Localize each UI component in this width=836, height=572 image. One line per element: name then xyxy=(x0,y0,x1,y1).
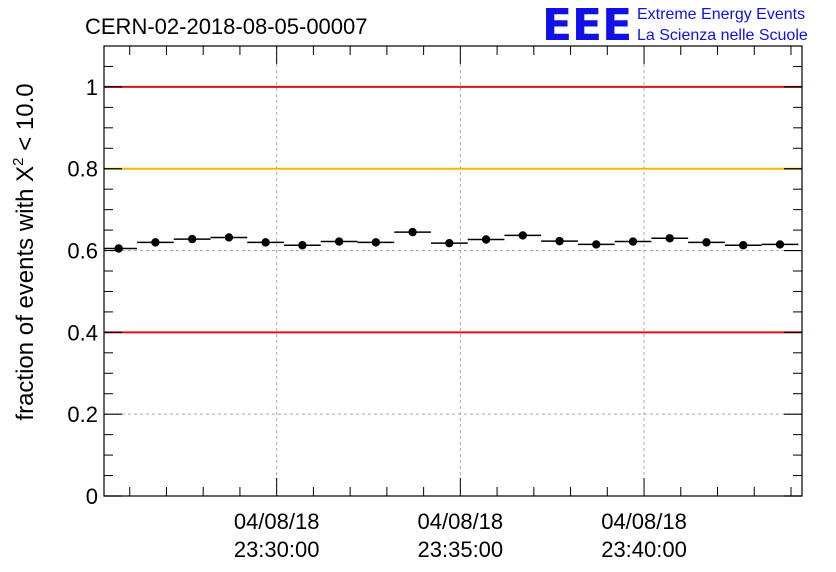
y-axis-label-sup: 2 xyxy=(10,157,27,165)
data-point xyxy=(665,234,674,243)
chart-title: CERN-02-2018-08-05-00007 xyxy=(85,14,368,39)
data-point xyxy=(555,236,564,246)
x-tick-label-date: 04/08/18 xyxy=(601,509,687,534)
y-tick-label: 0.8 xyxy=(67,157,98,182)
data-point xyxy=(298,241,307,250)
data-point xyxy=(702,238,711,247)
data-point xyxy=(334,237,344,246)
logo-mark: EEE xyxy=(542,0,632,51)
y-axis-label: fraction of events with X2 < 10.0 xyxy=(10,83,39,420)
data-point xyxy=(371,238,381,247)
y-tick-label: 0.6 xyxy=(67,239,98,264)
y-tick-label: 0 xyxy=(86,484,98,509)
data-point xyxy=(775,240,785,249)
data-point xyxy=(518,231,527,240)
eee-logo: EEE Extreme Energy Events La Scienza nel… xyxy=(542,0,808,51)
data-point xyxy=(114,244,123,253)
x-tick-label-time: 23:30:00 xyxy=(234,537,320,562)
plot-frame xyxy=(103,45,803,497)
plot-area: 0 0.2 0.4 0.6 0.8 1 04/08/18 23:30:00 04/08/18 23… xyxy=(67,45,803,562)
data-point xyxy=(739,241,748,250)
x-tick-label-time: 23:35:00 xyxy=(418,537,504,562)
x-tick-label-date: 04/08/18 xyxy=(234,509,320,534)
data-point xyxy=(408,227,417,237)
data-point xyxy=(592,240,601,249)
y-axis-label-prefix: fraction of events with xyxy=(12,182,39,421)
x-tick-label-date: 04/08/18 xyxy=(418,509,504,534)
data-point xyxy=(445,238,454,248)
y-tick-label: 0.4 xyxy=(67,320,98,345)
data-point xyxy=(187,234,197,244)
data-point xyxy=(224,233,234,242)
y-axis-label-suffix: < 10.0 xyxy=(12,83,39,157)
x-tick-label-time: 23:40:00 xyxy=(601,537,687,562)
data-point xyxy=(628,237,638,246)
y-tick-label: 1 xyxy=(86,75,98,100)
y-axis-label-symbol: X xyxy=(12,166,39,182)
logo-line1: Extreme Energy Events xyxy=(637,6,805,23)
data-point xyxy=(261,238,270,247)
data-point xyxy=(481,235,491,244)
data-point xyxy=(151,238,160,247)
logo-line2: La Scienza nelle Scuole xyxy=(637,27,808,44)
y-tick-label: 0.2 xyxy=(67,402,98,427)
